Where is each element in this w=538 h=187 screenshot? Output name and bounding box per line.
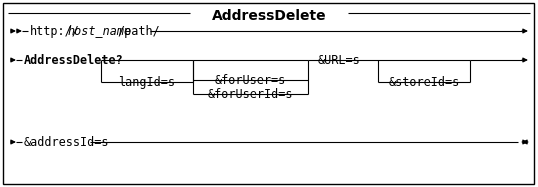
Text: host_name: host_name xyxy=(68,24,132,38)
Text: &addressId=s: &addressId=s xyxy=(24,136,110,148)
Text: langId=s: langId=s xyxy=(118,76,175,88)
Text: http://: http:// xyxy=(30,24,80,38)
Text: AddressDelete?: AddressDelete? xyxy=(24,53,124,67)
Text: /path/: /path/ xyxy=(117,24,160,38)
Text: &storeId=s: &storeId=s xyxy=(388,76,459,88)
Text: AddressDelete: AddressDelete xyxy=(211,9,327,23)
Text: &forUser=s: &forUser=s xyxy=(215,73,286,87)
Text: &forUserId=s: &forUserId=s xyxy=(208,88,293,100)
Text: &URL=s: &URL=s xyxy=(318,53,361,67)
